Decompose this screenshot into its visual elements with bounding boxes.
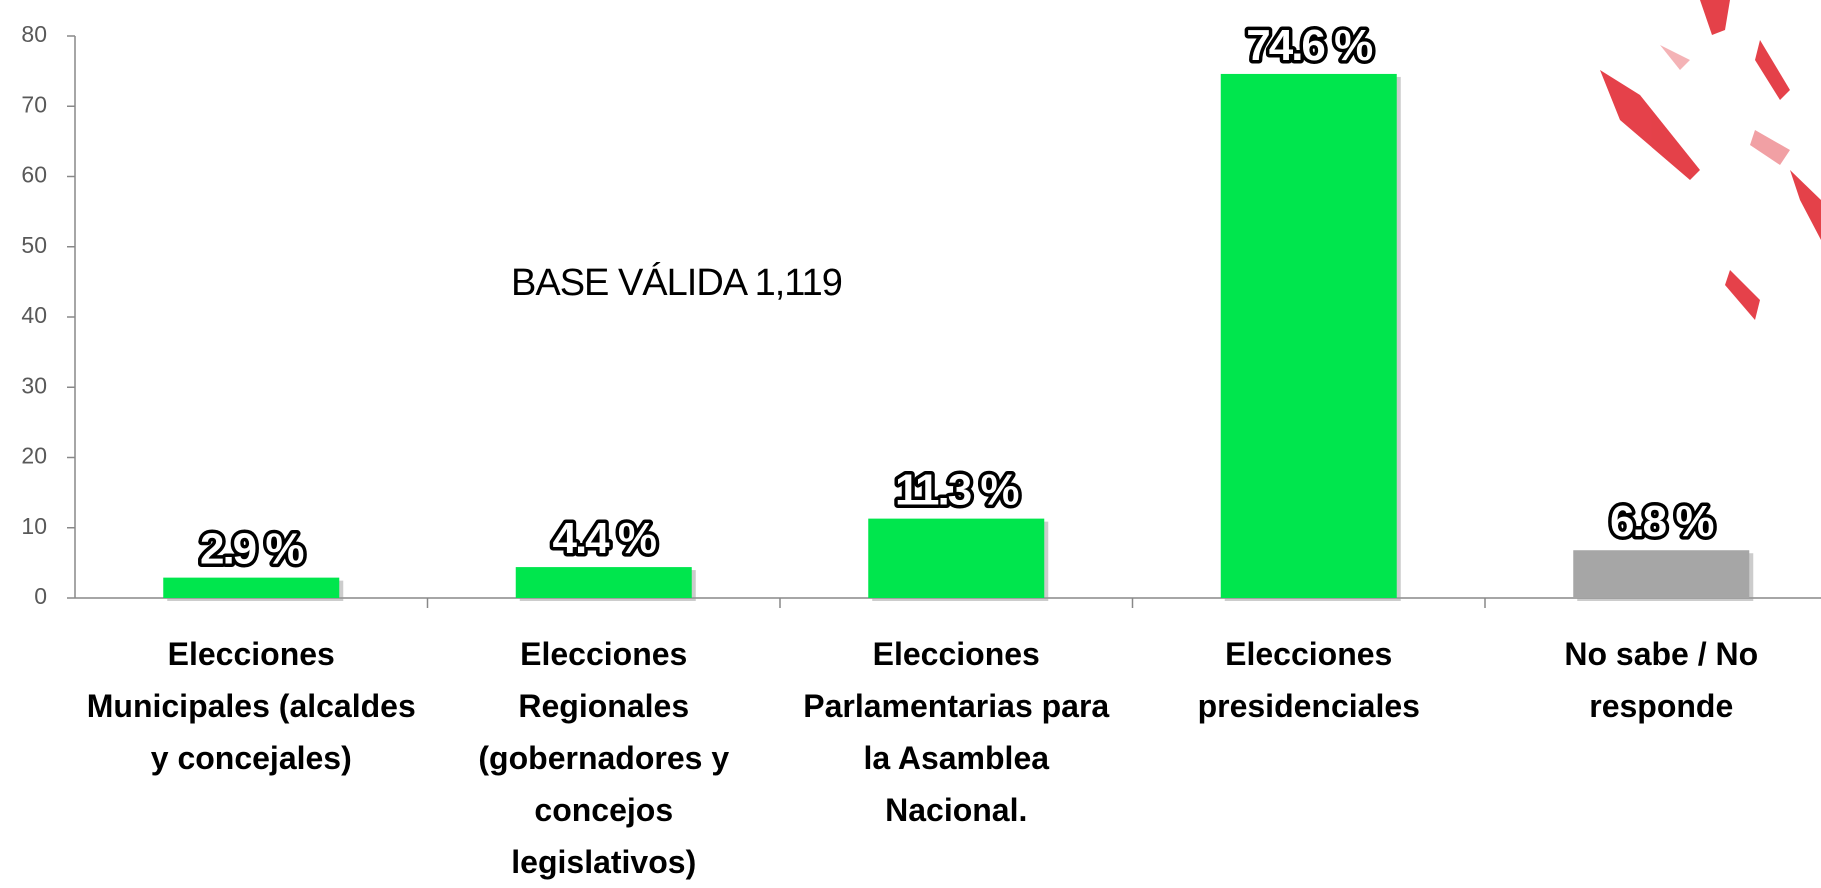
bar: [1573, 550, 1749, 598]
x-tick-label: Elecciones Regionales (gobernadores y co…: [439, 628, 769, 888]
x-tick-label: Elecciones Parlamentarias para la Asambl…: [791, 628, 1121, 836]
bar: [516, 567, 692, 598]
x-tick-label: Elecciones Municipales (alcaldes y conce…: [86, 628, 416, 784]
y-tick-label: 0: [34, 583, 47, 609]
value-label: 11.3 %: [895, 466, 1018, 515]
annotation: BASE VÁLIDA 1,119: [511, 261, 842, 304]
y-tick-label: 50: [21, 232, 47, 258]
value-label: 74.6 %: [1246, 21, 1372, 70]
y-tick-label: 60: [21, 162, 47, 188]
bar: [868, 519, 1044, 598]
decoration: [1600, 0, 1821, 320]
bar: [163, 578, 339, 598]
y-tick-label: 70: [21, 91, 47, 117]
value-label: 6.8 %: [1610, 497, 1713, 546]
value-label: 2.9 %: [200, 525, 303, 574]
page: {"chart_data": {"type": "bar", "annotati…: [0, 0, 1821, 881]
x-tick-label: Elecciones presidenciales: [1144, 628, 1474, 732]
y-tick-label: 40: [21, 302, 47, 328]
y-tick-label: 10: [21, 513, 47, 539]
y-tick-label: 30: [21, 372, 47, 398]
y-tick-label: 20: [21, 443, 47, 469]
value-label: 4.4 %: [552, 514, 655, 563]
bar: [1221, 74, 1397, 598]
y-tick-label: 80: [21, 21, 47, 47]
x-tick-label: No sabe / No responde: [1496, 628, 1821, 732]
